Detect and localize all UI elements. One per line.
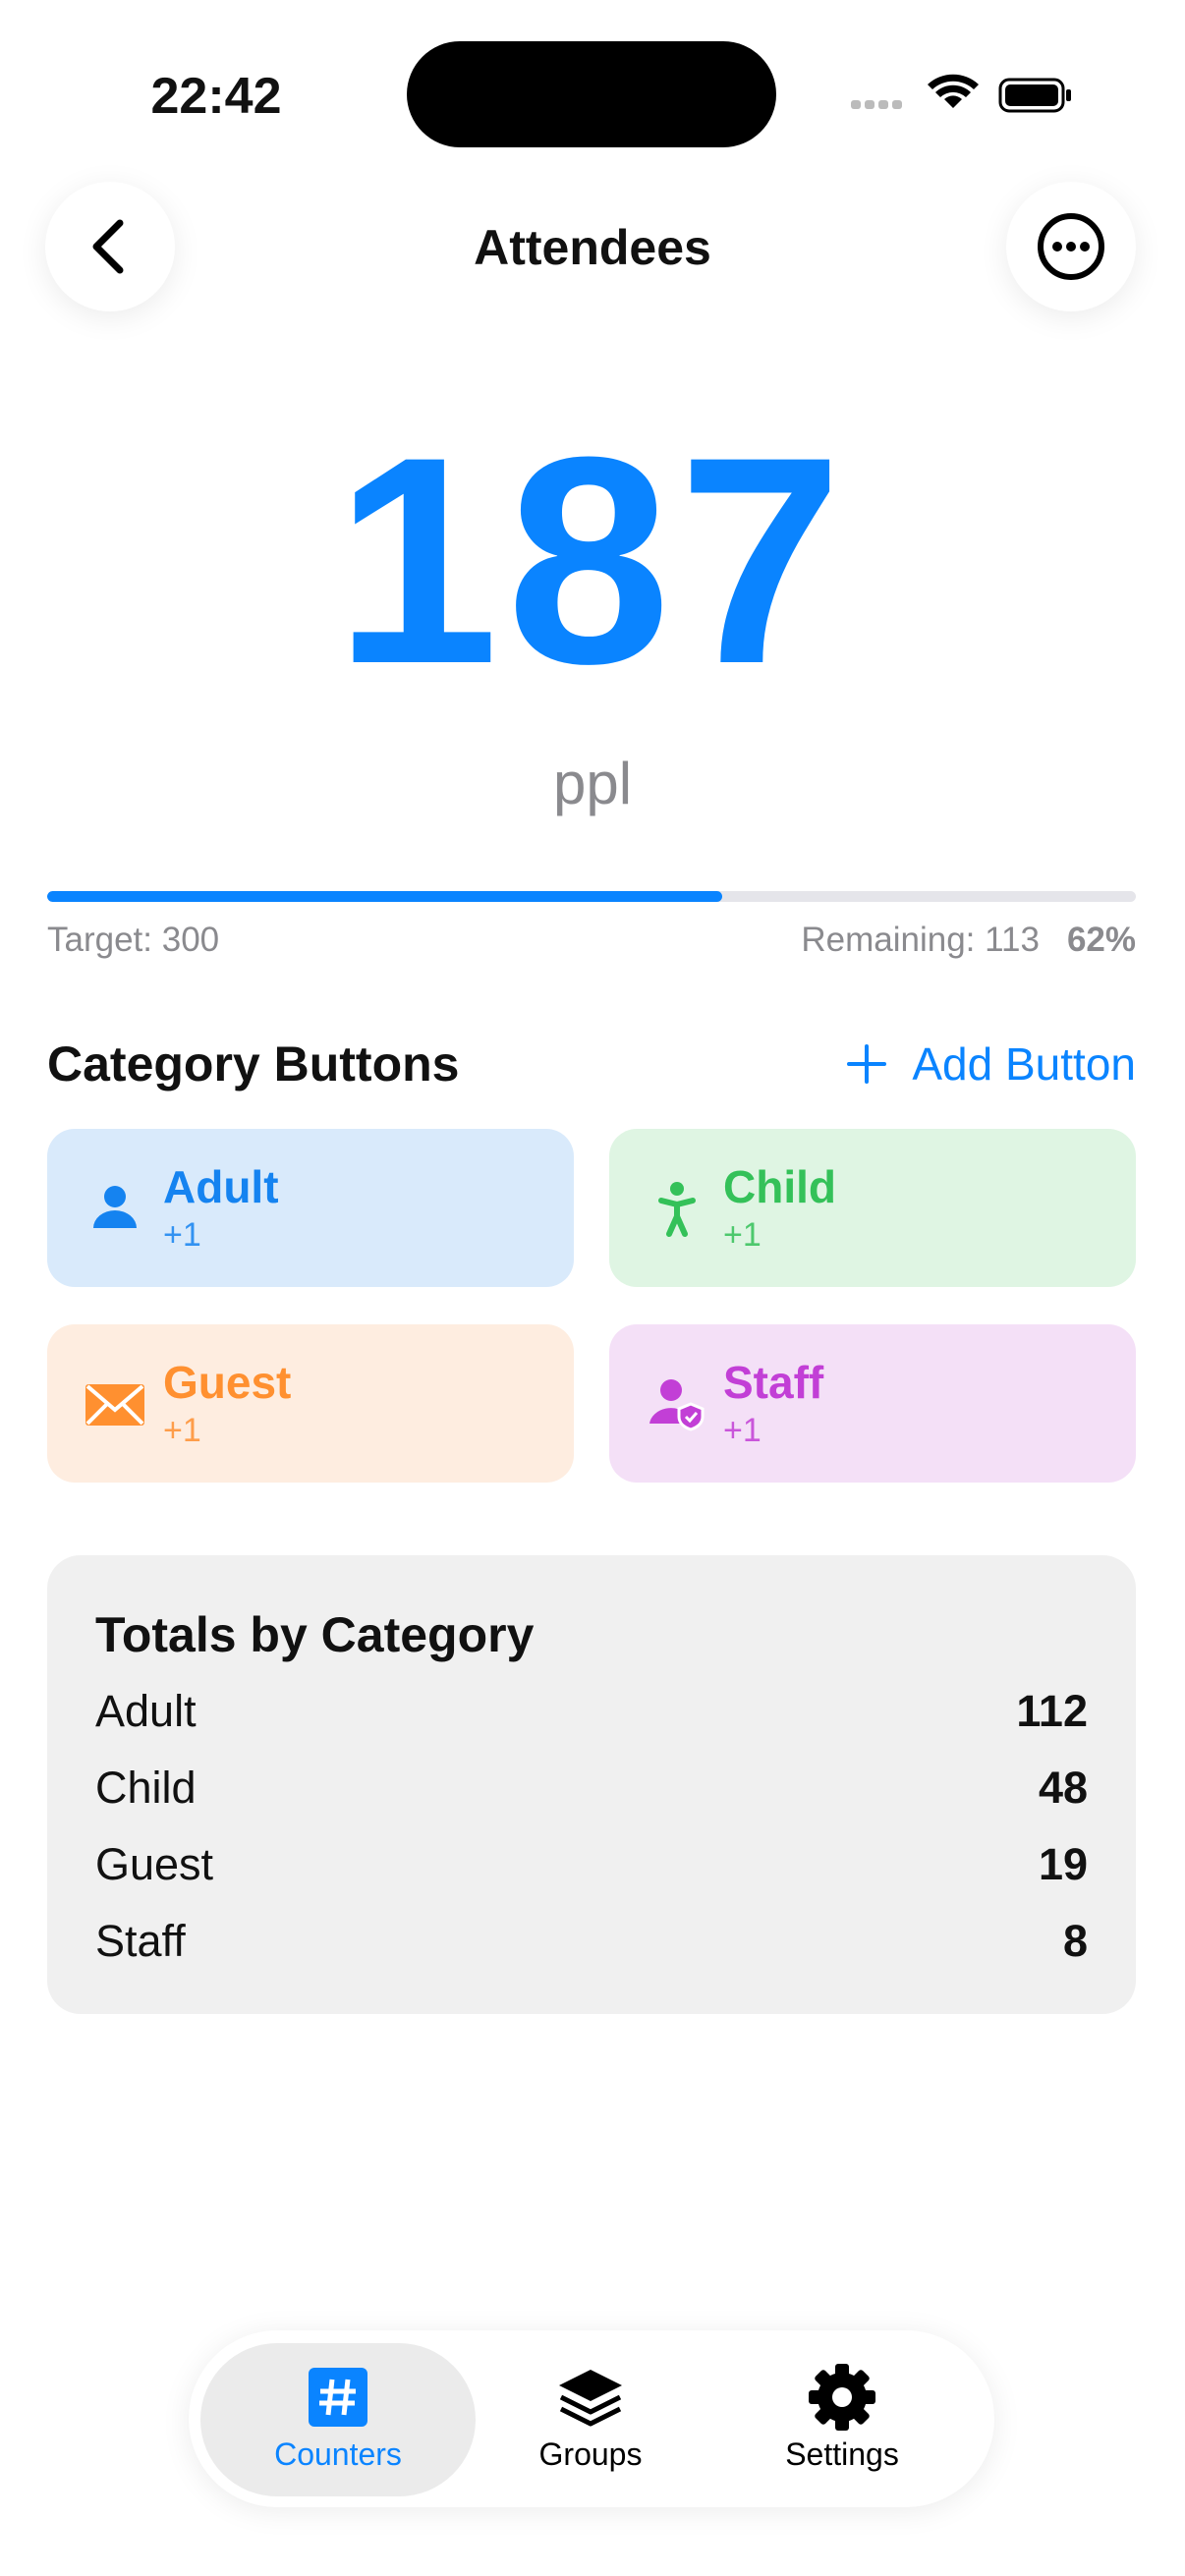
section-title: Category Buttons — [47, 1036, 460, 1092]
button-increment: +1 — [723, 1215, 762, 1254]
button-increment: +1 — [163, 1215, 201, 1254]
groups-icon — [559, 2370, 622, 2427]
progress-fill — [47, 891, 722, 902]
totals-row: Staff 8 — [95, 1916, 1088, 1967]
add-button-label: Add Button — [912, 1038, 1136, 1090]
status-time: 22:42 — [150, 68, 282, 125]
tab-icon — [307, 2360, 369, 2435]
button-text: Staff +1 — [723, 1356, 823, 1452]
tab[interactable]: Groups — [482, 2360, 699, 2474]
staff-icon — [649, 1378, 705, 1431]
button-label: Guest — [163, 1356, 292, 1408]
row-label: Adult — [95, 1686, 197, 1736]
button-label: Staff — [723, 1356, 824, 1408]
back-button[interactable] — [45, 182, 175, 311]
row-label: Guest — [95, 1839, 214, 1889]
tab-icon — [807, 2360, 877, 2435]
counter-value: 187 — [334, 395, 851, 725]
tab[interactable]: Settings — [734, 2360, 950, 2474]
icon-wrap — [81, 1179, 149, 1238]
tab-label: Counters — [274, 2436, 402, 2472]
category-button[interactable]: Staff +1 — [609, 1324, 1136, 1483]
tab-label: Settings — [785, 2436, 899, 2472]
button-text: Guest +1 — [163, 1356, 291, 1452]
guest-icon — [85, 1383, 144, 1426]
row-value: 19 — [1038, 1839, 1088, 1889]
status-icons — [851, 74, 1071, 113]
category-button[interactable]: Guest +1 — [47, 1324, 574, 1483]
target-label: Target: 300 — [47, 921, 220, 959]
more-button[interactable] — [1006, 182, 1136, 311]
progress-track — [47, 891, 1136, 902]
remaining-label: Remaining: 113 — [801, 921, 1040, 959]
button-increment: +1 — [163, 1411, 201, 1449]
child-icon — [658, 1181, 696, 1237]
button-increment: +1 — [723, 1411, 762, 1449]
category-button[interactable]: Adult +1 — [47, 1129, 574, 1287]
row-label: Staff — [95, 1916, 186, 1966]
back-icon — [92, 219, 124, 274]
totals-title: Totals by Category — [95, 1607, 535, 1662]
counter-unit: ppl — [552, 751, 633, 816]
adult-icon — [93, 1185, 137, 1228]
tab-icon — [555, 2360, 626, 2435]
tab-label: Groups — [538, 2436, 643, 2472]
icon-wrap — [81, 1374, 149, 1433]
totals-row: Child 48 — [95, 1763, 1088, 1814]
row-value: 112 — [1016, 1686, 1088, 1736]
icon-wrap — [643, 1179, 711, 1238]
row-value: 8 — [1062, 1916, 1088, 1966]
row-value: 48 — [1038, 1763, 1088, 1813]
plus-icon — [847, 1044, 887, 1084]
dynamic-island — [407, 41, 776, 147]
totals-row: Adult 112 — [95, 1686, 1088, 1737]
totals-row: Guest 19 — [95, 1839, 1088, 1890]
tab-bar: Counters Groups Settings — [189, 2330, 994, 2507]
add-button[interactable]: Add Button — [847, 1036, 1136, 1092]
percent-label: 62% — [1066, 921, 1136, 959]
button-label: Child — [723, 1160, 836, 1212]
page-title: Attendees — [474, 220, 711, 275]
progress-stats: Remaining: 113 62% — [801, 921, 1136, 960]
button-label: Adult — [163, 1160, 279, 1212]
row-label: Child — [95, 1763, 197, 1813]
button-text: Child +1 — [723, 1160, 836, 1257]
more-icon — [1038, 213, 1104, 280]
tab[interactable]: Counters — [230, 2360, 446, 2474]
button-text: Adult +1 — [163, 1160, 279, 1257]
totals-card: Totals by Category Adult 112 Child 48 Gu… — [47, 1555, 1136, 2014]
settings-icon — [809, 2364, 875, 2431]
icon-wrap — [643, 1374, 711, 1433]
category-button[interactable]: Child +1 — [609, 1129, 1136, 1287]
counters-icon — [309, 2368, 367, 2427]
